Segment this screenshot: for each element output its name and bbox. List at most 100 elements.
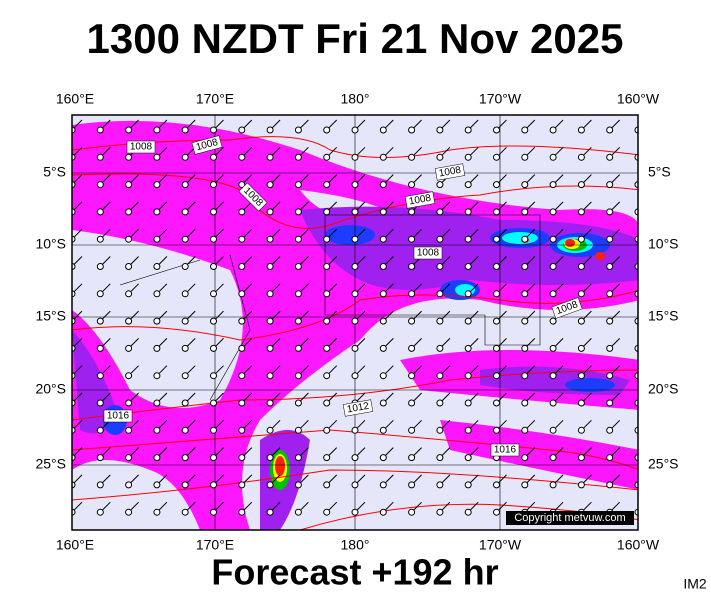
wind-barb — [637, 484, 638, 485]
station — [351, 208, 359, 216]
station — [210, 344, 217, 352]
station — [521, 263, 529, 270]
station — [181, 126, 189, 134]
station — [408, 263, 416, 270]
station — [408, 508, 416, 516]
station — [521, 344, 529, 352]
title: 1300 NZDT Fri 21 Nov 2025 — [87, 15, 624, 62]
station — [521, 290, 529, 298]
station — [125, 508, 133, 516]
lat-label: 20°S — [35, 381, 66, 397]
station — [181, 426, 189, 434]
station — [181, 235, 189, 243]
station — [238, 235, 246, 243]
station — [577, 153, 585, 161]
station — [323, 372, 331, 380]
station — [521, 372, 529, 380]
station — [493, 317, 500, 325]
station — [549, 317, 557, 325]
station — [210, 372, 217, 380]
station — [493, 263, 500, 270]
station — [153, 153, 161, 161]
lat-label: 5°S — [648, 164, 671, 180]
lon-label: 170°E — [196, 91, 234, 107]
station — [436, 126, 444, 134]
station — [323, 426, 331, 434]
isobar-label-bg — [490, 443, 520, 457]
station — [294, 263, 302, 270]
wind-barb — [637, 265, 638, 267]
station — [577, 372, 585, 380]
lat-label: 15°S — [648, 308, 679, 324]
station — [408, 399, 416, 407]
lon-label: 160°E — [56, 537, 94, 553]
station — [606, 399, 614, 407]
station — [408, 290, 416, 298]
station — [606, 153, 614, 161]
station — [323, 317, 331, 325]
station — [294, 454, 302, 462]
station — [96, 317, 104, 325]
station — [266, 317, 274, 325]
station — [153, 263, 161, 270]
station — [96, 263, 104, 270]
station — [238, 290, 246, 298]
station — [181, 399, 189, 407]
station — [153, 317, 161, 325]
station — [577, 290, 585, 298]
station — [125, 344, 133, 352]
station — [379, 235, 387, 243]
station — [379, 290, 387, 298]
lat-label: 25°S — [35, 456, 66, 472]
station — [210, 399, 217, 407]
station — [238, 426, 246, 434]
station — [549, 126, 557, 134]
station — [266, 344, 274, 352]
station — [493, 181, 500, 189]
isobar-label: 1016 — [494, 445, 517, 456]
station — [379, 126, 387, 134]
station — [210, 126, 217, 134]
station — [266, 426, 274, 434]
station — [351, 481, 359, 489]
station — [125, 399, 133, 407]
station — [379, 344, 387, 352]
station — [549, 481, 557, 489]
station — [153, 208, 161, 216]
station — [436, 235, 444, 243]
station — [96, 344, 104, 352]
station — [210, 263, 217, 270]
station — [379, 153, 387, 161]
wind-barb — [637, 320, 638, 322]
lon-label: 180° — [341, 537, 370, 553]
wind-barb — [637, 129, 638, 130]
isobar-label-box: 1008 — [404, 191, 436, 209]
station — [181, 181, 189, 189]
station — [549, 235, 557, 243]
station — [294, 126, 302, 134]
lat-label: 10°S — [35, 236, 66, 252]
station — [408, 181, 416, 189]
station — [266, 290, 274, 298]
station — [521, 399, 529, 407]
station — [436, 208, 444, 216]
station — [294, 235, 302, 243]
station — [464, 399, 472, 407]
station — [408, 208, 416, 216]
station — [464, 317, 472, 325]
isobar-label-bg — [342, 399, 374, 417]
station — [436, 263, 444, 270]
station — [181, 508, 189, 516]
station — [323, 344, 331, 352]
station — [153, 126, 161, 134]
station — [323, 290, 331, 298]
station — [464, 454, 472, 462]
station — [436, 508, 444, 516]
station — [210, 181, 217, 189]
station — [549, 153, 557, 161]
station — [549, 344, 557, 352]
station — [521, 181, 529, 189]
station — [294, 181, 302, 189]
station — [96, 399, 104, 407]
station — [238, 317, 246, 325]
